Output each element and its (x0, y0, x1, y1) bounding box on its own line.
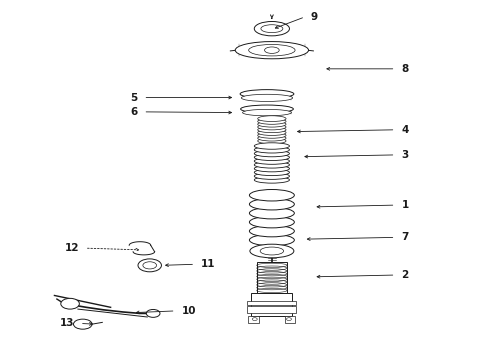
Ellipse shape (242, 94, 293, 102)
Ellipse shape (254, 173, 290, 179)
Ellipse shape (258, 121, 286, 127)
Text: 8: 8 (401, 64, 409, 74)
Text: 1: 1 (401, 200, 409, 210)
Text: 13: 13 (59, 319, 74, 328)
Text: 6: 6 (130, 107, 138, 117)
Ellipse shape (258, 138, 286, 144)
Ellipse shape (254, 169, 290, 176)
Ellipse shape (258, 135, 286, 141)
Text: 7: 7 (401, 232, 409, 242)
Ellipse shape (241, 105, 294, 113)
Ellipse shape (250, 244, 294, 258)
Ellipse shape (61, 298, 79, 309)
Ellipse shape (147, 310, 160, 318)
Ellipse shape (249, 207, 294, 219)
Ellipse shape (249, 216, 294, 228)
Ellipse shape (143, 262, 157, 269)
Ellipse shape (249, 198, 294, 210)
Ellipse shape (240, 90, 294, 98)
Ellipse shape (258, 127, 286, 133)
Bar (247, 301, 296, 305)
Ellipse shape (254, 143, 290, 149)
Text: 2: 2 (401, 270, 409, 280)
Ellipse shape (254, 154, 290, 161)
Ellipse shape (254, 158, 290, 164)
Ellipse shape (258, 118, 286, 124)
Ellipse shape (254, 165, 290, 172)
Bar (251, 293, 293, 316)
Ellipse shape (254, 22, 290, 36)
Ellipse shape (249, 234, 294, 246)
Ellipse shape (258, 130, 286, 135)
Bar (285, 316, 295, 323)
Ellipse shape (249, 225, 294, 237)
Ellipse shape (258, 132, 286, 138)
Ellipse shape (261, 25, 283, 33)
Ellipse shape (265, 47, 279, 53)
Ellipse shape (138, 259, 161, 272)
Ellipse shape (254, 150, 290, 157)
Ellipse shape (254, 162, 290, 168)
Ellipse shape (248, 44, 295, 56)
Text: 5: 5 (130, 93, 138, 103)
Text: 12: 12 (64, 243, 79, 253)
Ellipse shape (260, 247, 284, 255)
Ellipse shape (258, 116, 286, 122)
Ellipse shape (74, 319, 92, 329)
Text: 11: 11 (201, 259, 216, 269)
Ellipse shape (243, 109, 292, 116)
Ellipse shape (258, 124, 286, 130)
Bar (247, 306, 296, 313)
Bar (257, 262, 287, 293)
Text: 9: 9 (311, 12, 318, 22)
Ellipse shape (254, 147, 290, 153)
Text: 10: 10 (181, 306, 196, 316)
Text: 4: 4 (401, 125, 409, 135)
Ellipse shape (249, 189, 294, 201)
Ellipse shape (235, 41, 309, 59)
Text: 3: 3 (401, 150, 409, 160)
Bar (248, 316, 259, 323)
Ellipse shape (254, 177, 290, 183)
